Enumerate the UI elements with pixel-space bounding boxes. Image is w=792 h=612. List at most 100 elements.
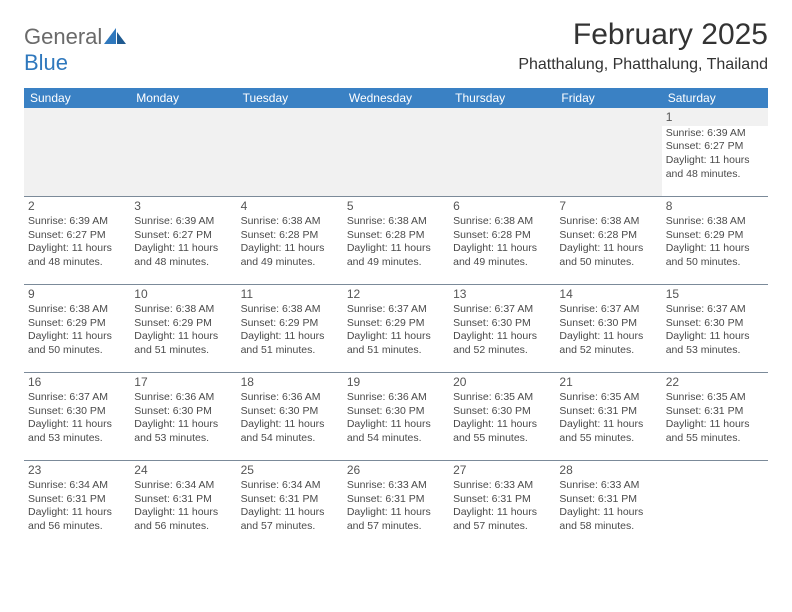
sunset-text: Sunset: 6:31 PM [28,493,126,507]
logo: General Blue [24,24,126,76]
day-number: 12 [347,287,445,303]
sunrise-text: Sunrise: 6:38 AM [559,215,657,229]
day-number: 15 [666,287,764,303]
sunrise-text: Sunrise: 6:36 AM [241,391,339,405]
sunset-text: Sunset: 6:29 PM [134,317,232,331]
sunset-text: Sunset: 6:29 PM [241,317,339,331]
daylight-text: Daylight: 11 hours and 57 minutes. [241,506,339,533]
daylight-text: Daylight: 11 hours and 49 minutes. [347,242,445,269]
day-number: 21 [559,375,657,391]
sunset-text: Sunset: 6:27 PM [666,140,764,154]
day-number: 11 [241,287,339,303]
daylight-text: Daylight: 11 hours and 49 minutes. [241,242,339,269]
sunset-text: Sunset: 6:29 PM [347,317,445,331]
calendar-day-cell [237,108,343,196]
calendar-day-cell [343,108,449,196]
sunset-text: Sunset: 6:30 PM [28,405,126,419]
day-number: 22 [666,375,764,391]
calendar-day-cell: 14Sunrise: 6:37 AMSunset: 6:30 PMDayligh… [555,284,661,372]
sunrise-text: Sunrise: 6:37 AM [453,303,551,317]
day-number: 18 [241,375,339,391]
calendar-day-cell: 15Sunrise: 6:37 AMSunset: 6:30 PMDayligh… [662,284,768,372]
calendar-day-cell: 20Sunrise: 6:35 AMSunset: 6:30 PMDayligh… [449,372,555,460]
daylight-text: Daylight: 11 hours and 58 minutes. [559,506,657,533]
sunrise-text: Sunrise: 6:38 AM [666,215,764,229]
weekday-header-row: Sunday Monday Tuesday Wednesday Thursday… [24,88,768,108]
sunrise-text: Sunrise: 6:34 AM [241,479,339,493]
day-number: 19 [347,375,445,391]
sunrise-text: Sunrise: 6:33 AM [559,479,657,493]
sunrise-text: Sunrise: 6:38 AM [241,303,339,317]
calendar-day-cell: 18Sunrise: 6:36 AMSunset: 6:30 PMDayligh… [237,372,343,460]
sunset-text: Sunset: 6:28 PM [241,229,339,243]
calendar-day-cell: 7Sunrise: 6:38 AMSunset: 6:28 PMDaylight… [555,196,661,284]
sunrise-text: Sunrise: 6:36 AM [134,391,232,405]
calendar-day-cell [130,108,236,196]
daylight-text: Daylight: 11 hours and 53 minutes. [134,418,232,445]
header: General Blue February 2025 Phatthalung, … [24,18,768,76]
calendar-day-cell: 8Sunrise: 6:38 AMSunset: 6:29 PMDaylight… [662,196,768,284]
sunrise-text: Sunrise: 6:35 AM [559,391,657,405]
day-number: 27 [453,463,551,479]
daylight-text: Daylight: 11 hours and 51 minutes. [241,330,339,357]
daylight-text: Daylight: 11 hours and 48 minutes. [28,242,126,269]
calendar-day-cell: 25Sunrise: 6:34 AMSunset: 6:31 PMDayligh… [237,460,343,548]
calendar-day-cell: 12Sunrise: 6:37 AMSunset: 6:29 PMDayligh… [343,284,449,372]
weekday-header: Thursday [449,88,555,108]
daylight-text: Daylight: 11 hours and 55 minutes. [666,418,764,445]
sunrise-text: Sunrise: 6:39 AM [28,215,126,229]
day-number: 5 [347,199,445,215]
sunset-text: Sunset: 6:28 PM [347,229,445,243]
calendar-day-cell: 4Sunrise: 6:38 AMSunset: 6:28 PMDaylight… [237,196,343,284]
sunrise-text: Sunrise: 6:33 AM [453,479,551,493]
sunset-text: Sunset: 6:31 PM [347,493,445,507]
daylight-text: Daylight: 11 hours and 57 minutes. [453,506,551,533]
sunrise-text: Sunrise: 6:39 AM [134,215,232,229]
logo-sail-icon [104,28,126,49]
calendar-day-cell [24,108,130,196]
daylight-text: Daylight: 11 hours and 50 minutes. [559,242,657,269]
sunset-text: Sunset: 6:28 PM [559,229,657,243]
logo-text-general: General [24,24,102,49]
day-number: 16 [28,375,126,391]
calendar-day-cell: 27Sunrise: 6:33 AMSunset: 6:31 PMDayligh… [449,460,555,548]
day-number: 25 [241,463,339,479]
weekday-header: Wednesday [343,88,449,108]
sunset-text: Sunset: 6:30 PM [559,317,657,331]
sunset-text: Sunset: 6:31 PM [453,493,551,507]
logo-text-blue: Blue [24,50,68,75]
weekday-header: Friday [555,88,661,108]
daylight-text: Daylight: 11 hours and 49 minutes. [453,242,551,269]
daylight-text: Daylight: 11 hours and 56 minutes. [28,506,126,533]
daylight-text: Daylight: 11 hours and 51 minutes. [347,330,445,357]
daylight-text: Daylight: 11 hours and 56 minutes. [134,506,232,533]
logo-text-wrap: General Blue [24,24,126,76]
calendar-day-cell: 6Sunrise: 6:38 AMSunset: 6:28 PMDaylight… [449,196,555,284]
day-number: 6 [453,199,551,215]
sunrise-text: Sunrise: 6:38 AM [453,215,551,229]
day-number: 28 [559,463,657,479]
calendar-day-cell: 2Sunrise: 6:39 AMSunset: 6:27 PMDaylight… [24,196,130,284]
daylight-text: Daylight: 11 hours and 48 minutes. [666,154,764,181]
calendar-day-cell: 3Sunrise: 6:39 AMSunset: 6:27 PMDaylight… [130,196,236,284]
weekday-header: Sunday [24,88,130,108]
calendar-day-cell [662,460,768,548]
sunset-text: Sunset: 6:30 PM [453,405,551,419]
sunrise-text: Sunrise: 6:36 AM [347,391,445,405]
daylight-text: Daylight: 11 hours and 54 minutes. [241,418,339,445]
sunset-text: Sunset: 6:27 PM [28,229,126,243]
daylight-text: Daylight: 11 hours and 50 minutes. [28,330,126,357]
calendar-day-cell: 28Sunrise: 6:33 AMSunset: 6:31 PMDayligh… [555,460,661,548]
day-number: 13 [453,287,551,303]
title-block: February 2025 Phatthalung, Phatthalung, … [518,18,768,74]
calendar-day-cell: 1Sunrise: 6:39 AMSunset: 6:27 PMDaylight… [662,108,768,196]
day-number: 20 [453,375,551,391]
calendar-day-cell [555,108,661,196]
daylight-text: Daylight: 11 hours and 51 minutes. [134,330,232,357]
sunset-text: Sunset: 6:31 PM [241,493,339,507]
calendar-day-cell: 24Sunrise: 6:34 AMSunset: 6:31 PMDayligh… [130,460,236,548]
calendar-week-row: 9Sunrise: 6:38 AMSunset: 6:29 PMDaylight… [24,284,768,372]
calendar-day-cell: 21Sunrise: 6:35 AMSunset: 6:31 PMDayligh… [555,372,661,460]
day-number: 10 [134,287,232,303]
calendar-day-cell: 16Sunrise: 6:37 AMSunset: 6:30 PMDayligh… [24,372,130,460]
